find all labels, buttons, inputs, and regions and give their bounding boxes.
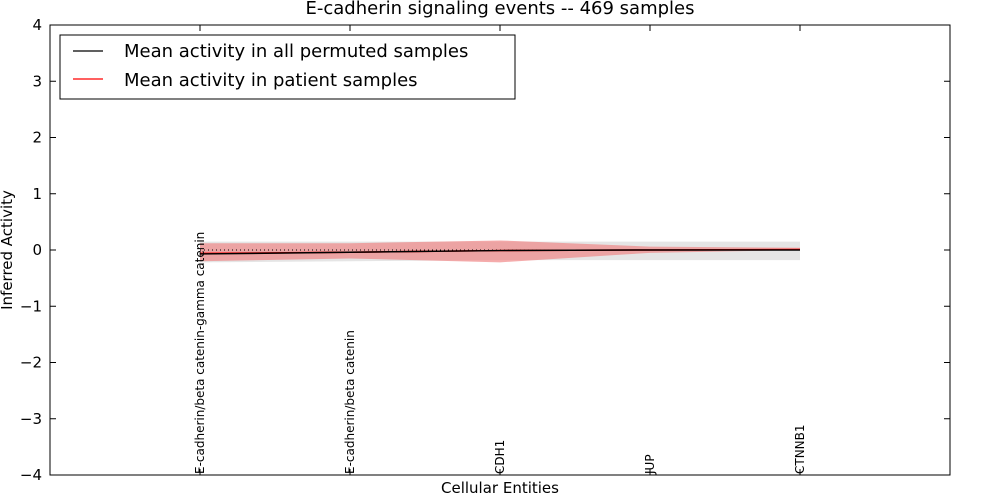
x-tick-label: CTNNB1 (793, 424, 807, 474)
x-tick-label: JUP (643, 454, 657, 475)
y-tick-label: 0 (32, 241, 42, 259)
series-lines (199, 248, 801, 255)
y-tick-label: 3 (32, 72, 42, 90)
legend-label-patient: Mean activity in patient samples (124, 70, 418, 91)
x-tick-label: E-cadherin/beta catenin-gamma catenin (193, 232, 207, 474)
x-tick-label: E-cadherin/beta catenin (343, 330, 357, 474)
y-tick-label: −3 (20, 410, 42, 428)
chart-title: E-cadherin signaling events -- 469 sampl… (305, 0, 694, 19)
y-tick-label: 1 (32, 185, 42, 203)
x-axis-label: Cellular Entities (441, 479, 559, 497)
y-tick-label: 2 (32, 129, 42, 147)
y-tick-label: −2 (20, 354, 42, 372)
y-tick-label: 4 (32, 16, 42, 34)
y-axis-label: Inferred Activity (0, 190, 16, 310)
legend-box (59, 34, 516, 100)
y-tick-label: −4 (20, 466, 42, 484)
band-patient (200, 240, 800, 263)
legend-label-permuted: Mean activity in all permuted samples (124, 41, 468, 62)
x-tick-label: CDH1 (493, 440, 507, 474)
x-axis: E-cadherin/beta catenin-gamma catenin E-c… (193, 25, 807, 475)
confidence-bands (200, 240, 800, 263)
series-line-permuted (199, 249, 800, 255)
y-axis: 4 3 2 1 0 −1 −2 −3 −4 (20, 16, 950, 484)
legend: Mean activity in all permuted samples Me… (59, 34, 516, 100)
y-tick-label: −1 (20, 297, 42, 315)
